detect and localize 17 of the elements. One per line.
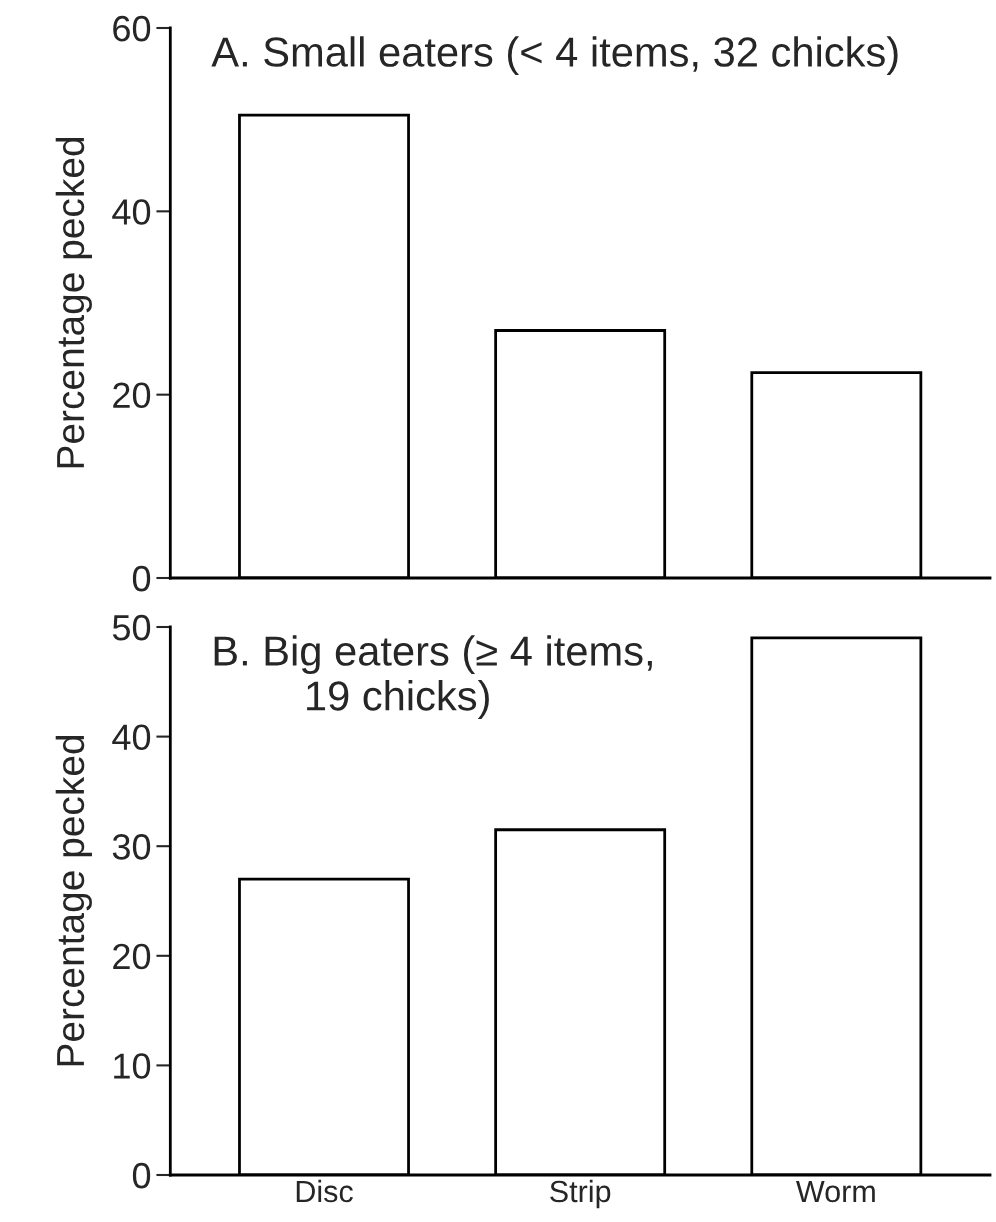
text: B. Big eaters (≥ 4 items, 19 chicks) — [214, 635, 652, 719]
chart-title: A. Small eaters (< 4 items, 32 chicks) — [211, 36, 898, 76]
y-tick-label: 50 — [112, 614, 151, 641]
y-tick-label: 0 — [132, 1162, 151, 1189]
x-tick-label: Disc — [296, 1179, 353, 1203]
y-tick-label: 30 — [112, 834, 151, 860]
x-tick-label: Strip — [550, 1179, 611, 1209]
y-tick-label: 40 — [112, 199, 151, 225]
y-tick-label: 40 — [112, 724, 151, 751]
y-tick-label: 60 — [113, 15, 151, 42]
y-tick-label: 0 — [132, 565, 151, 592]
y-axis-title: Percentage pecked — [55, 735, 92, 1066]
y-tick-label: 20 — [113, 943, 151, 970]
y-tick-label: 10 — [114, 1053, 151, 1079]
x-tick-label: Worm — [796, 1180, 875, 1203]
y-tick-label: 20 — [113, 382, 151, 409]
y-axis-title: Percentage pecked — [55, 137, 92, 468]
